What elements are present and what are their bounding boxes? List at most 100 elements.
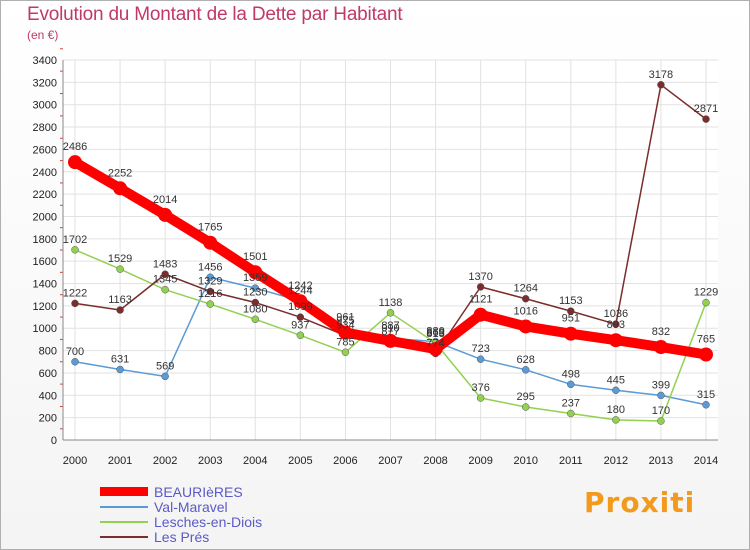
y-tick-label: 2200: [33, 189, 57, 201]
data-label: 1345: [153, 274, 177, 286]
data-point: [521, 403, 530, 411]
data-label: 2486: [63, 141, 87, 153]
legend-item: Les Prés: [100, 529, 262, 545]
data-point: [473, 307, 488, 322]
x-tick-label: 2010: [513, 455, 537, 467]
data-label: 1702: [63, 234, 87, 246]
data-point: [158, 207, 173, 222]
data-label: 723: [471, 343, 489, 355]
data-point: [476, 394, 485, 402]
y-tick-label: 2000: [33, 211, 57, 223]
x-tick-label: 2012: [604, 455, 628, 467]
data-label: 1121: [469, 294, 493, 306]
data-label: 237: [562, 398, 580, 410]
legend-item: BEAURIèRES: [100, 483, 262, 500]
data-point: [206, 273, 214, 282]
y-tick-label: 3200: [33, 77, 57, 89]
data-label: 1163: [108, 294, 132, 306]
data-label: 1229: [694, 287, 718, 299]
data-label: 1242: [288, 280, 312, 292]
data-label: 1456: [198, 261, 222, 273]
data-point: [699, 347, 713, 362]
data-label: 1329: [198, 275, 222, 287]
data-point: [518, 319, 533, 334]
x-tick-label: 2005: [288, 455, 312, 467]
x-tick-label: 2007: [378, 455, 402, 467]
chart-title: Evolution du Montant de la Dette par Hab…: [27, 4, 403, 25]
data-point: [71, 358, 79, 366]
data-label: 1244: [288, 285, 312, 297]
data-point: [71, 246, 79, 254]
data-label: 868: [426, 327, 444, 339]
data-point: [657, 81, 665, 89]
data-point: [702, 298, 710, 307]
data-label: 631: [111, 353, 129, 365]
y-tick-label: 1800: [33, 234, 57, 246]
x-tick-label: 2000: [63, 455, 87, 467]
y-tick-label: 1200: [33, 301, 57, 313]
data-label: 1036: [604, 308, 628, 320]
x-tick-label: 2009: [468, 455, 492, 467]
legend-swatch: [100, 535, 148, 538]
y-tick-label: 2400: [33, 167, 57, 179]
data-label: 1359: [243, 272, 267, 284]
data-label: 2014: [153, 194, 177, 206]
data-label: 3178: [649, 69, 673, 81]
x-tick-label: 2013: [649, 455, 673, 467]
data-label: 910: [381, 322, 399, 334]
y-tick-label: 0: [51, 435, 57, 447]
data-point: [338, 325, 353, 340]
data-point: [248, 265, 263, 280]
data-point: [476, 283, 485, 291]
data-point: [567, 380, 575, 389]
data-label: 180: [607, 404, 625, 416]
data-label: 700: [66, 346, 84, 358]
data-label: 1080: [243, 303, 267, 315]
y-tick-label: 600: [39, 368, 57, 380]
data-label: 315: [697, 389, 715, 401]
data-label: 832: [652, 326, 670, 338]
x-tick-label: 2002: [153, 455, 177, 467]
data-label: 1216: [198, 288, 222, 300]
data-point: [612, 416, 620, 424]
data-label: 1016: [513, 305, 537, 317]
data-point: [113, 181, 128, 196]
data-point: [341, 348, 350, 357]
legend-label: Lesches-en-Diois: [154, 513, 263, 530]
data-point: [296, 313, 305, 321]
data-label: 2252: [108, 167, 132, 179]
data-point: [206, 300, 214, 308]
data-point: [567, 307, 575, 315]
data-point: [251, 315, 260, 324]
data-point: [71, 299, 79, 308]
data-label: 1099: [288, 301, 312, 313]
data-label: 975: [336, 315, 354, 327]
data-point: [383, 333, 398, 348]
y-tick-label: 400: [39, 390, 57, 402]
data-label: 1138: [379, 297, 403, 309]
data-point: [521, 294, 530, 303]
legend-label: Val-Maravel: [154, 498, 228, 515]
data-point: [251, 284, 260, 292]
data-label: 1483: [153, 258, 177, 270]
data-point: [161, 372, 169, 381]
data-label: 295: [517, 391, 535, 403]
data-label: 498: [562, 368, 580, 380]
data-label: 887: [381, 320, 399, 332]
data-label: 1222: [63, 287, 87, 299]
y-tick-label: 200: [39, 413, 57, 425]
data-point: [296, 331, 305, 340]
y-tick-label: 1600: [33, 256, 57, 268]
data-label: 2871: [694, 103, 718, 115]
data-point: [386, 309, 395, 317]
legend-swatch: [100, 520, 148, 523]
data-label: 1529: [108, 253, 132, 265]
y-tick-label: 2600: [33, 144, 57, 156]
data-point: [116, 365, 124, 374]
data-label: 934: [336, 320, 354, 332]
legend-label: BEAURIèRES: [154, 483, 243, 500]
data-label: 569: [156, 360, 174, 372]
data-point: [567, 409, 575, 418]
data-label: 399: [652, 379, 670, 391]
legend-swatch: [100, 505, 148, 508]
